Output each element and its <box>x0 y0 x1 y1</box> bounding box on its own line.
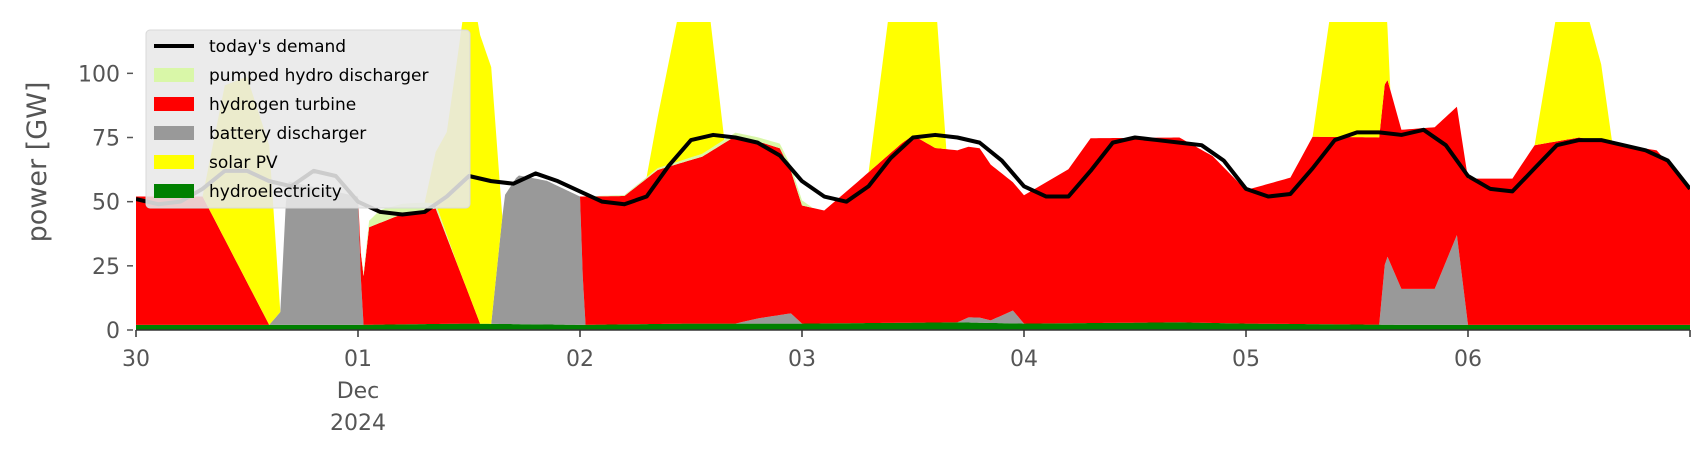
legend-label-pumped-hydro-discharger: pumped hydro discharger <box>209 66 428 86</box>
legend-swatch-hydroelectricity <box>154 184 194 198</box>
area-battery-discharger <box>136 175 1690 325</box>
demand-line-group <box>136 127 1690 217</box>
legend-label-today-s-demand: today's demand <box>209 37 346 57</box>
x-tick-label: 30 <box>122 347 150 372</box>
x-tick-label: 05 <box>1232 347 1260 372</box>
demand-line <box>136 127 1690 217</box>
legend-swatch-hydrogen-turbine <box>154 97 194 111</box>
x-tick-label: 06 <box>1454 347 1482 372</box>
x-tick-label: 01 <box>344 347 372 372</box>
y-tick-label: 50 <box>92 191 120 216</box>
legend-label-hydroelectricity: hydroelectricity <box>209 182 342 202</box>
area-hydroelectricity <box>136 322 1690 330</box>
legend-box <box>145 29 471 209</box>
x-tick-label: 04 <box>1010 347 1038 372</box>
legend-swatch-pumped-hydro-discharger <box>154 68 194 82</box>
y-tick-label: 100 <box>78 62 120 87</box>
legend-label-battery-discharger: battery discharger <box>209 124 366 144</box>
legend-swatch-solar-pv <box>154 155 194 169</box>
legend-swatch-battery-discharger <box>154 126 194 140</box>
x-tick-label: 03 <box>788 347 816 372</box>
legend-label-hydrogen-turbine: hydrogen turbine <box>209 95 356 115</box>
legend: today's demand pumped hydro discharger hyd… <box>145 29 471 209</box>
x-tick-label: 02 <box>566 347 594 372</box>
y-tick-label: 0 <box>106 319 120 344</box>
x-tick-year-label: 2024 <box>330 411 386 436</box>
y-tick-label: 75 <box>92 127 120 152</box>
legend-label-solar-pv: solar PV <box>209 153 278 173</box>
axes: 0 25 50 75 100 30 01 Dec 2024 02 03 04 05 06 <box>78 62 1691 436</box>
area-hydrogen-turbine <box>136 79 1690 325</box>
y-tick-label: 25 <box>92 255 120 280</box>
x-tick-month-label: Dec <box>337 379 380 404</box>
y-axis-label: power [GW] <box>22 82 53 243</box>
